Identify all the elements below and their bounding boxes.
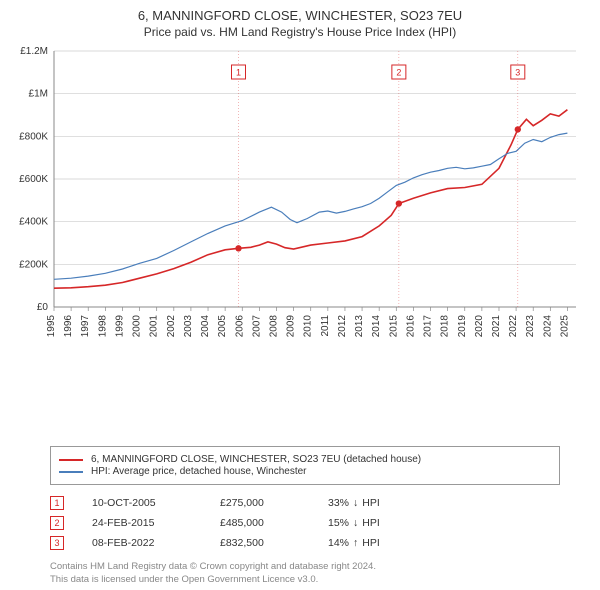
chart-area: £0 £200K £400K £600K £800K £1M £1.2M 1995 1996 19… <box>10 45 590 440</box>
events-table: 1 10-OCT-2005 £275,000 33%↓HPI 2 24-FEB-2015 £… <box>50 493 560 553</box>
event-date: 10-OCT-2005 <box>92 497 192 509</box>
svg-text:2006: 2006 <box>234 315 245 338</box>
svg-text:2022: 2022 <box>508 315 519 338</box>
event-price: £832,500 <box>220 537 300 549</box>
svg-text:£200K: £200K <box>19 259 48 270</box>
series-hpi <box>54 133 567 279</box>
chart-title: 6, MANNINGFORD CLOSE, WINCHESTER, SO23 7… <box>10 8 590 23</box>
arrow-up-icon: ↑ <box>353 537 358 549</box>
legend-label: 6, MANNINGFORD CLOSE, WINCHESTER, SO23 7… <box>91 454 421 465</box>
marker-dot-3 <box>515 126 521 132</box>
svg-text:2003: 2003 <box>183 315 194 338</box>
footer-line-2: This data is licensed under the Open Gov… <box>50 574 560 586</box>
event-delta: 33%↓HPI <box>328 497 380 509</box>
event-delta: 14%↑HPI <box>328 537 380 549</box>
svg-text:£1M: £1M <box>29 89 48 100</box>
svg-text:1998: 1998 <box>97 315 108 338</box>
svg-text:2011: 2011 <box>320 315 331 337</box>
legend-swatch <box>59 471 83 473</box>
event-date: 24-FEB-2015 <box>92 517 192 529</box>
svg-text:2008: 2008 <box>268 315 279 338</box>
event-row: 1 10-OCT-2005 £275,000 33%↓HPI <box>50 493 560 513</box>
svg-text:2001: 2001 <box>149 315 160 338</box>
event-row: 3 08-FEB-2022 £832,500 14%↑HPI <box>50 533 560 553</box>
event-row: 2 24-FEB-2015 £485,000 15%↓HPI <box>50 513 560 533</box>
svg-text:2016: 2016 <box>405 315 416 338</box>
event-marker: 3 <box>50 536 64 550</box>
svg-text:2019: 2019 <box>457 315 468 338</box>
svg-text:2012: 2012 <box>337 315 348 338</box>
svg-text:2013: 2013 <box>354 315 365 338</box>
footer-line-1: Contains HM Land Registry data © Crown c… <box>50 561 560 573</box>
event-delta: 15%↓HPI <box>328 517 380 529</box>
svg-text:£800K: £800K <box>19 131 48 142</box>
svg-text:2009: 2009 <box>286 315 297 338</box>
footer-attribution: Contains HM Land Registry data © Crown c… <box>50 561 560 586</box>
svg-text:£1.2M: £1.2M <box>20 46 48 57</box>
arrow-down-icon: ↓ <box>353 497 358 509</box>
chart-container: 6, MANNINGFORD CLOSE, WINCHESTER, SO23 7… <box>0 0 600 590</box>
svg-text:1995: 1995 <box>46 315 57 338</box>
svg-text:2010: 2010 <box>303 315 314 338</box>
event-marker: 1 <box>50 496 64 510</box>
svg-text:2020: 2020 <box>474 315 485 338</box>
event-price: £485,000 <box>220 517 300 529</box>
svg-text:2018: 2018 <box>440 315 451 338</box>
svg-text:2005: 2005 <box>217 315 228 338</box>
svg-text:2015: 2015 <box>388 315 399 338</box>
chart-subtitle: Price paid vs. HM Land Registry's House … <box>10 25 590 39</box>
svg-text:2007: 2007 <box>251 315 262 338</box>
svg-text:1997: 1997 <box>80 315 91 338</box>
legend-swatch <box>59 459 83 461</box>
svg-text:3: 3 <box>515 68 520 78</box>
event-marker: 2 <box>50 516 64 530</box>
svg-text:1999: 1999 <box>114 315 125 338</box>
svg-text:2004: 2004 <box>200 315 211 338</box>
svg-text:2000: 2000 <box>132 315 143 338</box>
svg-text:2: 2 <box>396 68 401 78</box>
marker-dot-2 <box>396 200 402 206</box>
svg-text:1996: 1996 <box>63 315 74 338</box>
line-chart-svg: £0 £200K £400K £600K £800K £1M £1.2M 1995 1996 19… <box>10 45 590 355</box>
legend-box: 6, MANNINGFORD CLOSE, WINCHESTER, SO23 7… <box>50 446 560 485</box>
svg-text:2017: 2017 <box>423 315 434 338</box>
event-price: £275,000 <box>220 497 300 509</box>
title-block: 6, MANNINGFORD CLOSE, WINCHESTER, SO23 7… <box>10 8 590 39</box>
svg-text:2021: 2021 <box>491 315 502 338</box>
event-date: 08-FEB-2022 <box>92 537 192 549</box>
svg-text:2002: 2002 <box>166 315 177 338</box>
legend-label: HPI: Average price, detached house, Winc… <box>91 466 307 477</box>
svg-text:£600K: £600K <box>19 174 48 185</box>
legend-item: 6, MANNINGFORD CLOSE, WINCHESTER, SO23 7… <box>59 454 551 465</box>
svg-text:2024: 2024 <box>542 315 553 338</box>
svg-text:2014: 2014 <box>371 315 382 338</box>
svg-text:2023: 2023 <box>525 315 536 338</box>
svg-text:£400K: £400K <box>19 217 48 228</box>
marker-dot-1 <box>235 245 241 251</box>
svg-text:2025: 2025 <box>559 315 570 338</box>
legend-item: HPI: Average price, detached house, Winc… <box>59 466 551 477</box>
svg-text:£0: £0 <box>37 302 49 313</box>
svg-text:1: 1 <box>236 68 241 78</box>
arrow-down-icon: ↓ <box>353 517 358 529</box>
